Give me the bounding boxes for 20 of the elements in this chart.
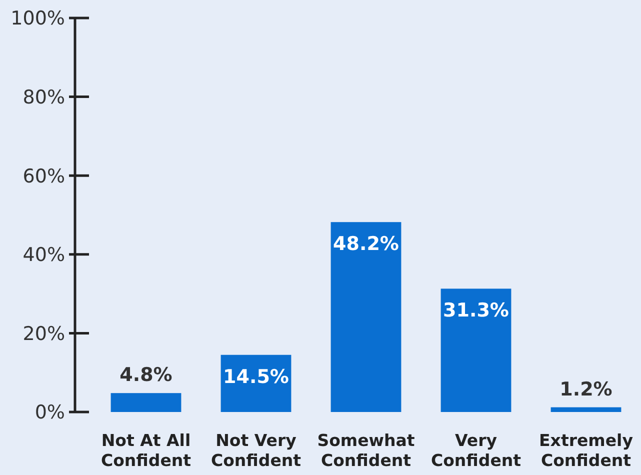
bar	[110, 393, 182, 412]
x-tick-label: Not Very Confident	[210, 431, 302, 470]
bar	[440, 288, 512, 412]
x-tick-label: Very Confident	[430, 431, 522, 470]
y-tick-label: 100%	[10, 8, 65, 30]
data-label: 48.2%	[333, 233, 399, 256]
bar	[330, 222, 402, 412]
y-tick-label: 80%	[22, 86, 65, 108]
data-label: 1.2%	[560, 378, 612, 400]
x-tick-label: Not At All Confident	[100, 431, 192, 470]
y-tick-label: 0%	[34, 402, 65, 424]
y-tick-label: 40%	[22, 244, 65, 266]
y-tick-label: 60%	[22, 165, 65, 188]
y-tick-label: 20%	[22, 322, 65, 345]
bar	[550, 407, 622, 412]
data-label: 31.3%	[443, 300, 509, 322]
data-label: 14.5%	[223, 366, 289, 388]
x-tick-label: Somewhat Confident	[317, 431, 415, 470]
x-tick-label: Extremely Confident	[539, 431, 634, 470]
data-label: 4.8%	[120, 364, 172, 386]
